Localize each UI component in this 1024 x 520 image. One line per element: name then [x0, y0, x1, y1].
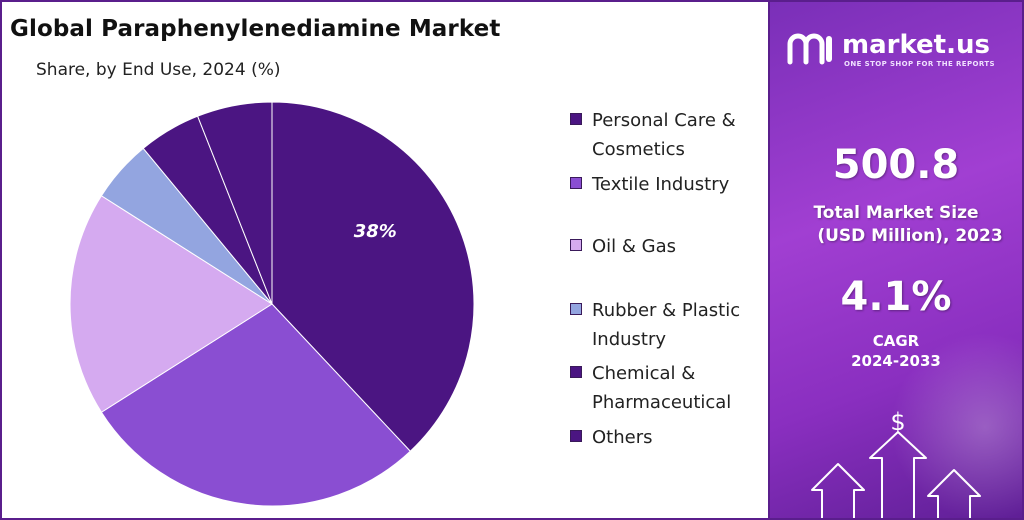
- chart-panel: Global Paraphenylenediamine Market Share…: [2, 2, 770, 518]
- cagr-label: CAGR: [872, 332, 920, 350]
- legend-swatch: [570, 430, 582, 442]
- legend-swatch: [570, 113, 582, 125]
- legend-label-line: Chemical &: [592, 363, 696, 384]
- legend-label-line: Cosmetics: [592, 139, 685, 160]
- cagr-period: 2024-2033: [851, 352, 941, 370]
- legend-label-line: Pharmaceutical: [592, 392, 732, 413]
- legend-label-line: Oil & Gas: [592, 236, 677, 257]
- growth-arrows-icon: $: [811, 408, 981, 518]
- market-size-label: Total Market Size: [813, 203, 979, 223]
- pie-slice-personal-care-cosmetics: [271, 101, 475, 452]
- legend-label-line: Rubber & Plastic: [592, 300, 741, 321]
- legend-label: Personal Care & Cosmetics: [592, 106, 766, 164]
- legend-swatch: [570, 303, 582, 315]
- chart-subtitle: Share, by End Use, 2024 (%): [36, 60, 281, 80]
- pie-slice-oil-gas: [69, 195, 273, 413]
- legend-label-line: Personal Care &: [592, 110, 736, 131]
- cagr-value: 4.1%: [840, 274, 952, 320]
- legend-label: Chemical & Pharmaceutical: [592, 359, 766, 417]
- legend-swatch: [570, 177, 582, 189]
- market-size-unit-label: (USD Million), 2023: [817, 226, 1003, 246]
- chart-title: Global Paraphenylenediamine Market: [10, 16, 501, 42]
- legend-label-line: Others: [592, 427, 653, 448]
- legend-label: Rubber & Plastic Industry: [592, 296, 766, 354]
- legend-label: Oil & Gas: [592, 232, 766, 261]
- legend-swatch: [570, 239, 582, 251]
- brand-name: market.us: [842, 30, 990, 60]
- legend-label: Others: [592, 423, 766, 452]
- pie-slice-others: [196, 101, 273, 305]
- stats-panel: market.us ONE STOP SHOP FOR THE REPORTS …: [770, 2, 1022, 518]
- legend-label-line: Industry: [592, 329, 667, 350]
- legend-label-line: Textile Industry: [592, 174, 730, 195]
- dollar-icon: $: [890, 408, 905, 436]
- market-us-logo-icon: [787, 33, 832, 65]
- brand-tagline: ONE STOP SHOP FOR THE REPORTS: [844, 60, 995, 68]
- market-size-value: 500.8: [832, 142, 960, 188]
- legend-label: Textile Industry: [592, 170, 766, 199]
- pie-slice-textile-industry: [100, 303, 411, 507]
- legend-swatch: [570, 366, 582, 378]
- pie-chart: 38%: [69, 101, 475, 507]
- pie-data-label: 38%: [354, 221, 397, 242]
